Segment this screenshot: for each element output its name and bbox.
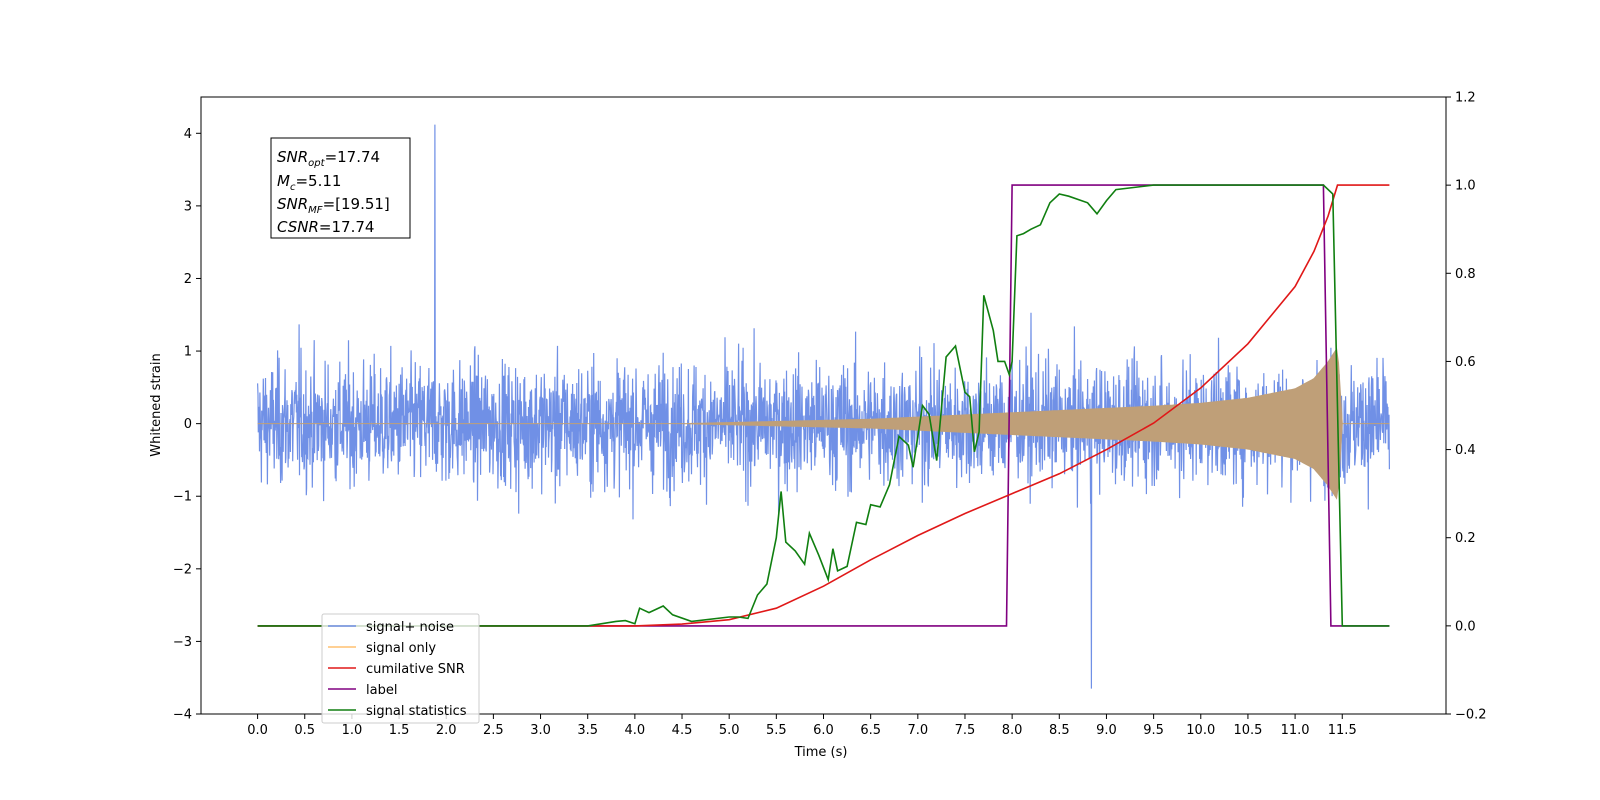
x-tick-label: 2.5 [483,723,504,738]
y2-axis-ticks: 1.2 1.0 0.8 0.6 0.4 0.2 0.0 −0.2 [1446,91,1487,723]
x-tick-label: 4.5 [672,723,693,738]
x-tick-label: 6.5 [860,723,881,738]
series-signal-only [257,347,1390,500]
snr-opt-value: =17.74 [325,148,381,166]
signal-only-band [257,347,1390,500]
legend-label-signal-only: signal only [366,641,436,656]
x-tick-label: 5.5 [766,723,787,738]
mc-value: =5.11 [295,172,341,190]
mc-name: M [277,172,290,190]
svg-text:SNRopt=17.74: SNRopt=17.74 [277,148,380,169]
x-tick-label: 1.0 [342,723,363,738]
x-axis-label: Time (s) [794,745,848,760]
x-tick-label: 3.0 [530,723,551,738]
y-tick-label: 1 [184,345,192,360]
x-tick-label: 7.5 [955,723,976,738]
snr-mf-sub: MF [308,205,323,216]
x-tick-label: 7.0 [907,723,928,738]
y-tick-label: 0 [184,417,192,432]
y-axis-label: Whitened strain [149,353,164,456]
x-tick-label: 0.0 [247,723,268,738]
x-axis-ticks: 0.0 0.5 1.0 1.5 2.0 2.5 3.0 3.5 4.0 4.5 5.0 5.5 6.0 6… [247,714,1357,738]
series-lines [257,184,1390,627]
x-tick-label: 10.0 [1186,723,1215,738]
series-signal-noise [257,124,1390,689]
y2-tick-label: 1.2 [1455,91,1476,106]
y-axis-ticks: 4 3 2 1 0 −1 −2 −3 −4 [173,127,201,723]
snr-opt-sub: opt [308,158,325,169]
x-tick-label: 5.0 [719,723,740,738]
signal-statistics-line [257,184,1390,627]
y2-tick-label: 0.8 [1455,267,1476,282]
y2-tick-label: −0.2 [1455,708,1487,723]
legend-label-cumulative-snr: cumilative SNR [366,662,465,677]
snr-opt-name: SNR [277,148,308,166]
y2-tick-label: 0.4 [1455,443,1476,458]
x-tick-label: 11.0 [1281,723,1310,738]
y-tick-label: −1 [173,490,192,505]
y2-tick-label: 0.0 [1455,619,1476,634]
signal-noise-line [257,124,1390,689]
csnr-value: =17.74 [319,218,375,236]
y-tick-label: −3 [173,635,192,650]
csnr-name: CSNR [277,218,319,236]
snr-mf-value: =[19.51] [323,195,390,213]
x-tick-label: 9.5 [1143,723,1164,738]
x-tick-label: 9.0 [1096,723,1117,738]
stats-box: SNRopt=17.74 Mc=5.11 SNRMF=[19.51] CSNR=… [270,137,411,239]
x-tick-label: 4.0 [625,723,646,738]
y2-tick-label: 1.0 [1455,179,1476,194]
legend: signal+ noise signal only cumilative SNR… [321,613,480,724]
x-tick-label: 11.5 [1328,723,1357,738]
x-tick-label: 6.0 [813,723,834,738]
svg-text:CSNR=17.74: CSNR=17.74 [277,218,374,236]
snr-mf-name: SNR [277,195,308,213]
x-tick-label: 8.0 [1002,723,1023,738]
y-tick-label: −2 [173,562,192,577]
y2-tick-label: 0.6 [1455,355,1476,370]
y-tick-label: 3 [184,199,192,214]
svg-text:SNRMF=[19.51]: SNRMF=[19.51] [277,195,390,216]
legend-label-signal-statistics: signal statistics [366,704,467,719]
x-tick-label: 10.5 [1233,723,1262,738]
svg-text:Mc=5.11: Mc=5.11 [277,172,341,193]
legend-label-signal-noise: signal+ noise [366,620,454,635]
y2-tick-label: 0.2 [1455,531,1476,546]
y-tick-label: −4 [173,708,192,723]
x-tick-label: 8.5 [1049,723,1070,738]
y-tick-label: 2 [184,272,192,287]
mc-sub: c [290,182,296,193]
x-tick-label: 2.0 [436,723,457,738]
y-tick-label: 4 [184,127,192,142]
x-tick-label: 1.5 [389,723,410,738]
x-tick-label: 0.5 [294,723,315,738]
legend-label-label: label [366,683,397,698]
x-tick-label: 3.5 [577,723,598,738]
